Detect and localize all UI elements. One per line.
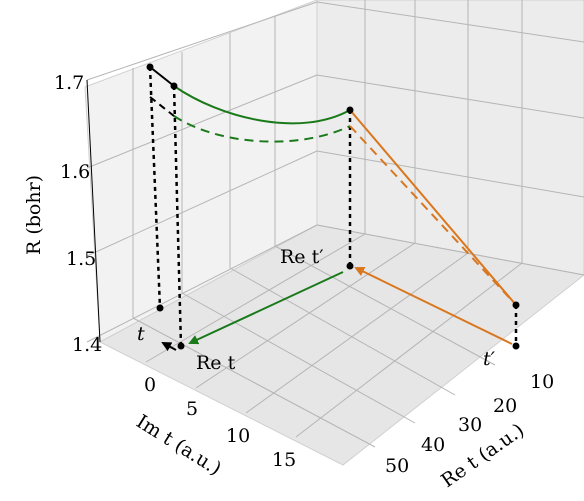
x-tick-label: 50 — [385, 455, 409, 477]
arrow-green — [188, 271, 344, 345]
z-axis-line — [86, 79, 101, 343]
pane-right — [316, 0, 584, 276]
y-tick-label: 10 — [226, 425, 250, 447]
point-ret-floor — [177, 342, 185, 350]
arrow-orange — [354, 267, 513, 345]
series-green-solid — [173, 85, 351, 125]
annotation-re-t: Re t — [196, 352, 236, 374]
y-tick-label: 5 — [186, 398, 198, 420]
point-t-floor — [156, 304, 164, 312]
point-ret-prime-floor — [346, 262, 354, 270]
y-tick-label: 0 — [144, 374, 156, 396]
x-tick-label: 20 — [493, 395, 517, 417]
point-ret-top — [170, 82, 178, 90]
z-tick-label: 1.4 — [72, 334, 102, 356]
point-t-prime-floor — [512, 342, 520, 350]
x-tick-label: 40 — [421, 434, 445, 456]
x-tick-label: 10 — [530, 371, 554, 393]
z-tick-label: 1.5 — [66, 248, 96, 270]
point-t-prime-top — [512, 301, 520, 309]
series-green-dashed — [173, 115, 351, 143]
drop-lines — [148, 66, 518, 347]
annotation-t-prime: t′ — [483, 348, 496, 370]
annotation-t: t — [137, 323, 145, 345]
arrow-black — [161, 342, 177, 352]
x-tick-label: 30 — [458, 414, 482, 436]
y-tick-label: 15 — [272, 449, 296, 471]
series-orange-dashed — [349, 125, 517, 306]
x-axis-label: Re t (a.u.) — [437, 419, 528, 492]
y-axis-label: Im t (a.u.) — [132, 411, 225, 480]
pane-floor — [98, 224, 584, 466]
annotation-re-t-prime: Re t′ — [280, 246, 324, 268]
series-black-dashed — [149, 96, 175, 117]
point-t-top — [146, 63, 154, 71]
z-tick-label: 1.7 — [54, 72, 84, 94]
point-ret-prime-top — [346, 106, 354, 114]
series-black-solid — [149, 66, 175, 87]
z-tick-label: 1.6 — [60, 161, 90, 183]
z-axis-label: R (bohr) — [23, 175, 45, 255]
markers — [146, 63, 520, 350]
series-orange-solid — [349, 109, 517, 306]
